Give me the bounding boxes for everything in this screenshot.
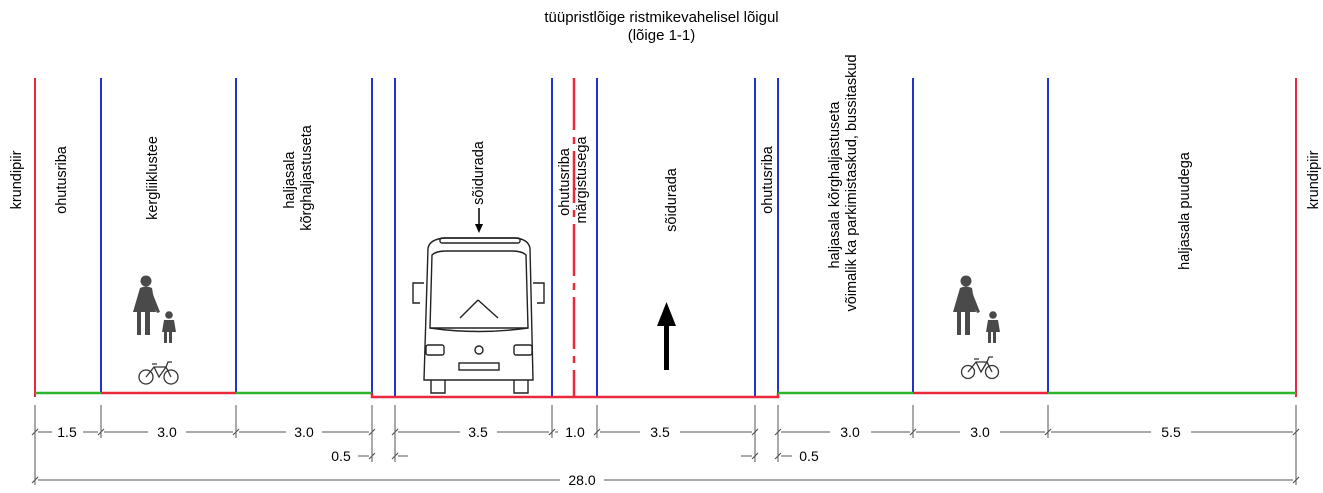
bicycle-icon (138, 361, 179, 385)
bicycle-icon (960, 356, 1000, 380)
dim-label: 3.5 (650, 424, 670, 440)
pedestrian-icon (953, 275, 1000, 343)
label-haljasala-puudega: haljasala puudega (1177, 151, 1193, 270)
bus-icon (412, 237, 545, 394)
down-arrow-icon (475, 208, 483, 233)
label-krundipiir-right: krundipiir (1306, 150, 1322, 209)
label-soidurada-left: sõidurada (471, 140, 487, 205)
pedestrian-icon (133, 275, 176, 343)
diagram-subtitle: (lõige 1-1) (627, 27, 696, 44)
dim-label: 3.0 (970, 424, 990, 440)
dim-label-total: 28.0 (568, 472, 595, 488)
label-kergliiklustee: kergliiklustee (145, 136, 161, 220)
dim-label: 3.5 (468, 424, 488, 440)
label-haljasala-left: haljasala kõrghaljastuseta (282, 124, 315, 231)
dimension-lines (34, 405, 1297, 485)
label-ohutusriba-2: ohutusriba (760, 145, 776, 214)
direction-arrow-icon (657, 302, 676, 370)
zone-boundaries (100, 78, 1049, 397)
ground-road (370, 393, 780, 399)
dim-label: 5.5 (1161, 424, 1181, 440)
dim-label: 1.0 (565, 424, 585, 440)
dim-label: 0.5 (799, 448, 819, 464)
dim-label: 0.5 (331, 448, 351, 464)
label-haljasala-right: haljasala kõrghaljastuseta võimalik ka p… (827, 54, 860, 311)
dimension-ticks (31, 428, 1300, 484)
label-soidurada-right: sõidurada (664, 167, 680, 232)
label-ohutusriba-1: ohutusriba (54, 145, 70, 214)
label-ohutusriba-margistus: ohutusriba märgistusega (557, 136, 590, 224)
diagram-title: tüüpristlõige ristmikevahelisel lõigul (544, 9, 779, 26)
dim-label: 3.0 (294, 424, 314, 440)
dim-label: 3.0 (157, 424, 177, 440)
label-krundipiir-left: krundipiir (9, 150, 25, 209)
dim-label: 3.0 (840, 424, 860, 440)
dim-label: 1.5 (57, 424, 77, 440)
